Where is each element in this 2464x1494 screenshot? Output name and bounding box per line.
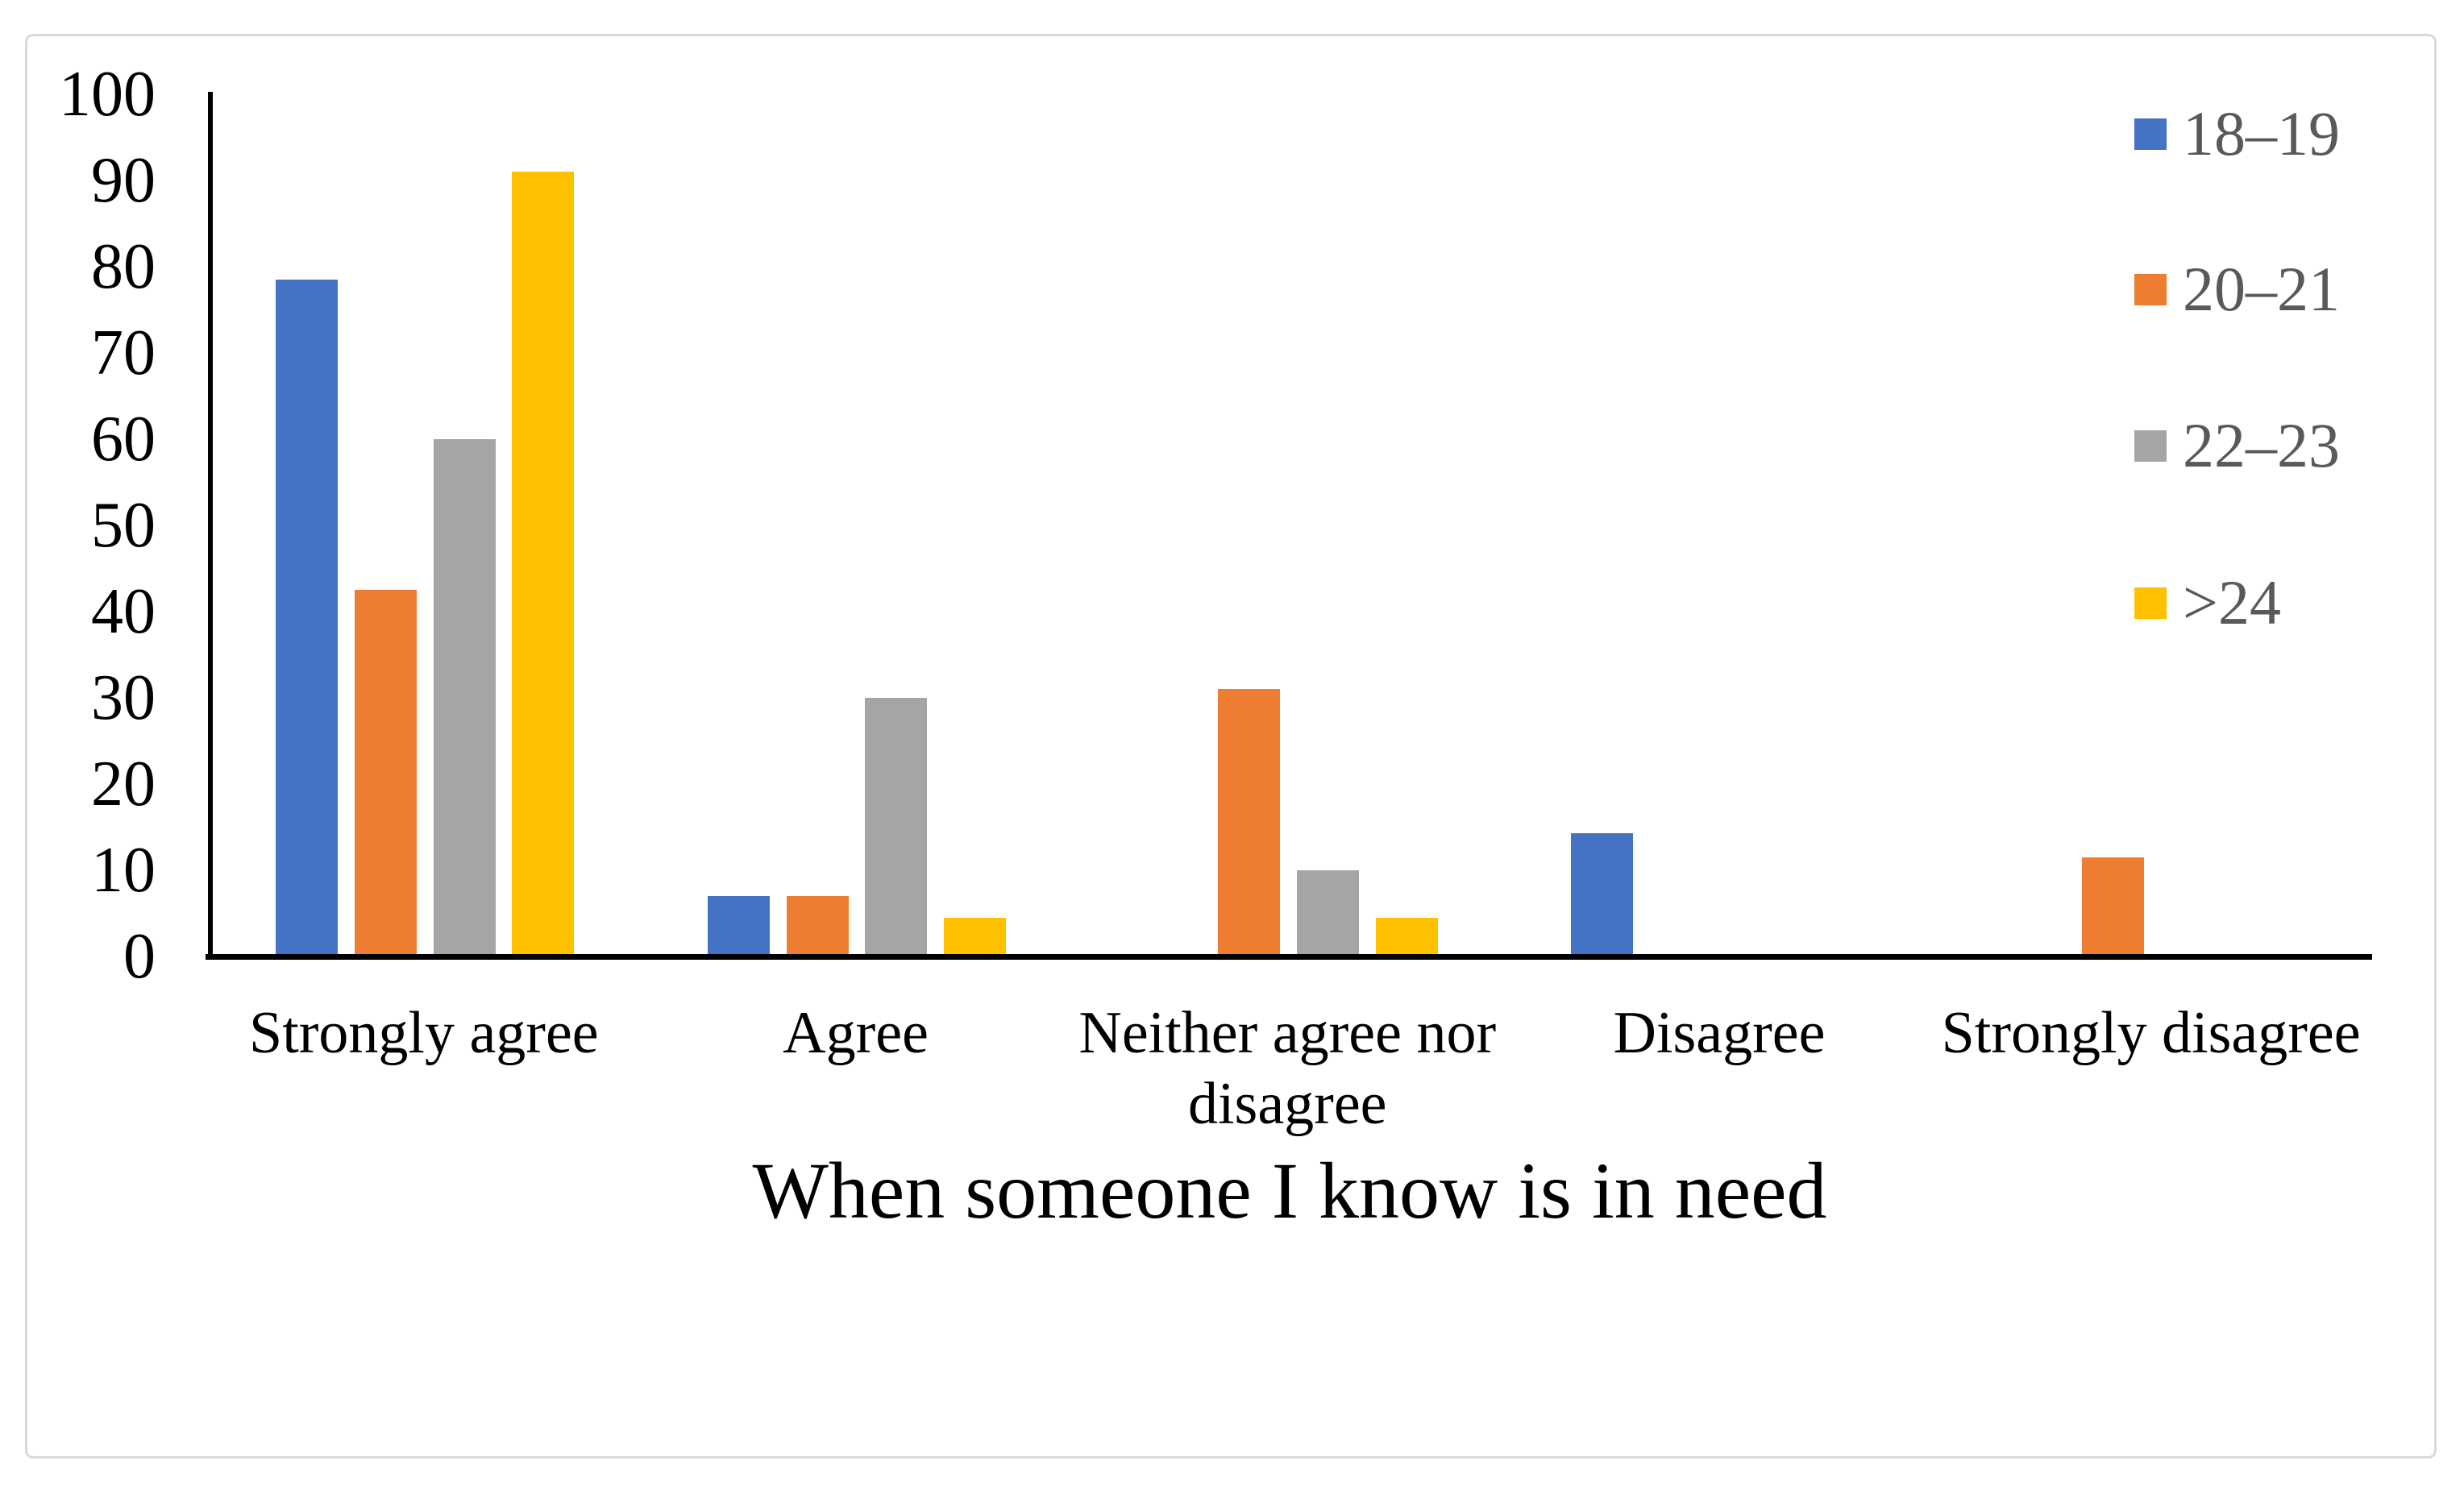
y-tick-label-10: 10	[91, 835, 156, 906]
legend-swatch-20-21	[2134, 273, 2167, 305]
bar-22-23-strongly-agree	[433, 439, 496, 954]
y-tick-label-20: 20	[91, 749, 156, 820]
legend-label-24: >24	[2183, 567, 2281, 637]
bar-20-21-neither-agree-nor-disagree	[1218, 689, 1281, 954]
bar-24-strongly-agree	[512, 172, 575, 954]
bar-20-21-strongly-disagree	[2081, 857, 2144, 954]
y-tick-label-100: 100	[59, 59, 156, 130]
y-tick-label-0: 0	[123, 921, 156, 992]
chart-title: When someone I know is in need	[752, 1146, 1827, 1235]
y-tick-label-40: 40	[91, 576, 156, 647]
legend-item-18-19: 18–19	[2134, 102, 2340, 166]
x-category-label-strongly-disagree: Strongly disagree	[1941, 1000, 2361, 1066]
y-axis-line	[208, 92, 213, 960]
bar-24-neither-agree-nor-disagree	[1375, 917, 1438, 954]
x-category-label-neither-agree-nor-disagree: Neither agree nor disagree	[1078, 1000, 1497, 1137]
bar-18-19-strongly-agree	[276, 280, 338, 954]
bar-22-23-agree	[865, 698, 928, 954]
bar-24-agree	[944, 917, 1007, 954]
x-category-label-disagree: Disagree	[1613, 1000, 1826, 1066]
bar-22-23-neither-agree-nor-disagree	[1297, 870, 1359, 954]
y-tick-label-30: 30	[91, 662, 156, 733]
legend-label-18-19: 18–19	[2183, 98, 2340, 168]
x-category-label-agree: Agree	[783, 1000, 929, 1066]
bar-20-21-strongly-agree	[354, 590, 417, 954]
x-axis-line	[206, 954, 2372, 960]
x-category-label-strongly-agree: Strongly agree	[249, 1000, 599, 1066]
legend-swatch-22-23	[2134, 430, 2167, 462]
y-tick-label-60: 60	[91, 404, 156, 475]
legend-swatch-18-19	[2134, 118, 2167, 150]
y-tick-label-70: 70	[91, 317, 156, 388]
legend-item-24: >24	[2134, 571, 2281, 635]
bar-18-19-agree	[707, 896, 770, 954]
legend-item-22-23: 22–23	[2134, 413, 2340, 478]
bar-20-21-agree	[786, 896, 849, 954]
legend-label-20-21: 20–21	[2183, 254, 2340, 324]
bar-18-19-disagree	[1571, 832, 1634, 954]
legend-swatch-24	[2134, 587, 2167, 619]
y-tick-label-80: 80	[91, 231, 156, 302]
y-tick-label-50: 50	[91, 490, 156, 561]
y-tick-label-90: 90	[91, 145, 156, 216]
legend-item-20-21: 20–21	[2134, 257, 2340, 322]
chart-frame-border	[25, 34, 2437, 1459]
legend-label-22-23: 22–23	[2183, 410, 2340, 480]
